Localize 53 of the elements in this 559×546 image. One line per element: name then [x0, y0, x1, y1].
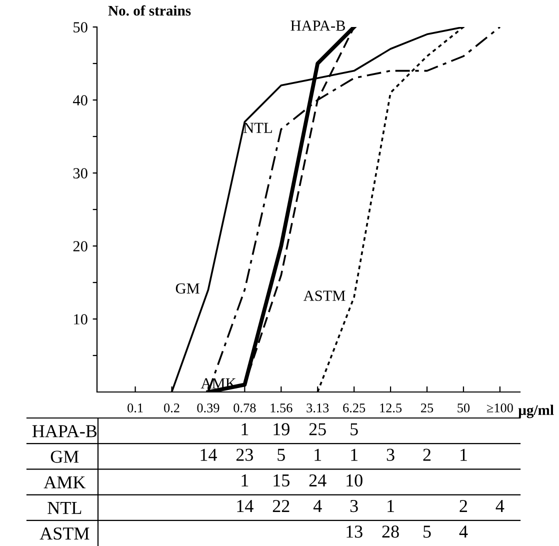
- annotation: ASTM: [303, 290, 346, 301]
- data-label: 15: [274, 474, 290, 487]
- x-tick-label: 0.2: [164, 403, 180, 412]
- data-label: 10: [346, 474, 362, 487]
- annotation: GM: [176, 283, 200, 294]
- y-tick-label: GM: [50, 450, 79, 463]
- y-tick-label: 30: [73, 168, 88, 178]
- data-label: 14: [237, 500, 254, 512]
- y-tick-label: HAPA-B: [32, 425, 97, 438]
- x-tick-label: 25: [420, 404, 434, 412]
- data-label: 2: [423, 448, 431, 461]
- x-tick-label: 50: [458, 403, 470, 412]
- data-label: 25: [309, 423, 326, 436]
- data-label: 5: [424, 526, 431, 538]
- x-axis-title: μg/ml: [518, 404, 554, 418]
- y-axis-title: No. of strains: [108, 5, 191, 16]
- data-label: 1: [460, 448, 467, 461]
- x-tick-label: ≥100: [486, 403, 513, 412]
- data-label: 5: [278, 448, 285, 461]
- data-label: 2: [460, 500, 467, 512]
- y-tick-label: AMK: [44, 476, 86, 488]
- data-label: 1: [351, 448, 358, 461]
- data-label: 5: [350, 423, 358, 436]
- annotation: HAPA-B: [290, 20, 345, 31]
- y-tick-label: 40: [72, 95, 88, 106]
- data-label: 1: [314, 448, 322, 461]
- x-tick-label: 0.1: [128, 403, 143, 412]
- data-label: 3: [350, 500, 358, 512]
- x-tick-label: 0.39: [197, 403, 220, 412]
- data-label: 1: [388, 500, 394, 512]
- x-tick-label: 1.56: [270, 404, 292, 412]
- y-tick-label: 50: [74, 22, 88, 32]
- data-label: 1: [242, 474, 248, 486]
- x-tick-label: 12.5: [380, 404, 402, 412]
- data-label: 4: [313, 500, 322, 512]
- y-tick-label: ASTM: [40, 528, 90, 540]
- x-tick-label: 6.25: [343, 404, 366, 412]
- data-label: 28: [382, 526, 399, 538]
- data-label: 13: [346, 526, 362, 538]
- data-label: 4: [459, 526, 468, 538]
- data-label: 22: [272, 500, 290, 512]
- data-label: 19: [274, 423, 290, 436]
- x-tick-label: 0.78: [234, 403, 256, 412]
- data-label: 4: [496, 500, 504, 512]
- data-label: 23: [236, 448, 254, 461]
- x-tick-label: 3.13: [306, 404, 329, 412]
- y-tick-label: 10: [74, 314, 88, 324]
- y-tick-label: NTL: [48, 502, 82, 514]
- data-label: 24: [309, 474, 326, 486]
- data-label: 3: [386, 448, 394, 461]
- data-label: 1: [242, 423, 248, 436]
- data-label: 14: [200, 448, 217, 461]
- y-tick-label: 20: [73, 241, 88, 252]
